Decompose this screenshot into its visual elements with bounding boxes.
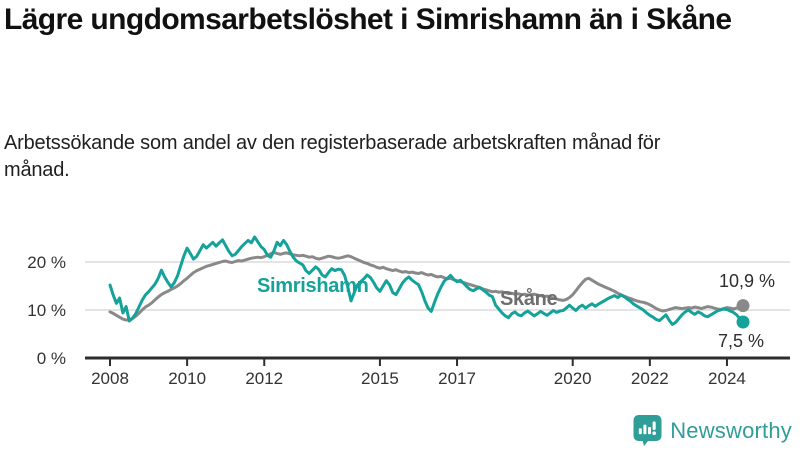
y-axis-tick-label: 10 % [27,301,66,320]
x-axis-tick-label: 2010 [168,369,206,388]
simrishamn-end-value-label: 7,5 % [717,331,764,351]
x-axis-tick-label: 2020 [554,369,592,388]
simrishamn-end-dot [736,315,750,329]
simrishamn-series-line [108,235,745,326]
x-axis-tick-label: 2017 [438,369,476,388]
skane-end-value-label: 10,9 % [718,271,775,291]
y-axis-tick-label: 0 % [37,349,66,368]
x-axis-tick-label: 2022 [631,369,669,388]
skane-end-dot [736,299,750,313]
newsworthy-logo-text: Newsworthy [670,417,792,443]
simrishamn-series-label: Simrishamn [257,275,369,297]
newsworthy-logo-icon [633,415,662,446]
logo-exclamation-bar [652,421,656,430]
logo-bar-2 [643,424,647,435]
x-axis-tick-label: 2024 [708,369,746,388]
logo-bar-3 [648,427,652,435]
page-subtitle: Arbetssökande som andel av den registerb… [4,132,661,181]
logo-exclamation-dot [652,431,657,435]
newsworthy-logo: Newsworthy [633,415,792,446]
y-axis-tick-label: 20 % [27,253,66,272]
x-axis-tick-label: 2012 [245,369,283,388]
page-title: Lägre ungdomsarbetslöshet i Simrishamn ä… [4,3,732,36]
skane-series-line [108,250,745,322]
skane-series-label: Skåne [500,288,558,310]
x-axis-tick-label: 2008 [91,369,129,388]
x-axis-tick-label: 2015 [361,369,399,388]
logo-bar-1 [638,428,642,435]
